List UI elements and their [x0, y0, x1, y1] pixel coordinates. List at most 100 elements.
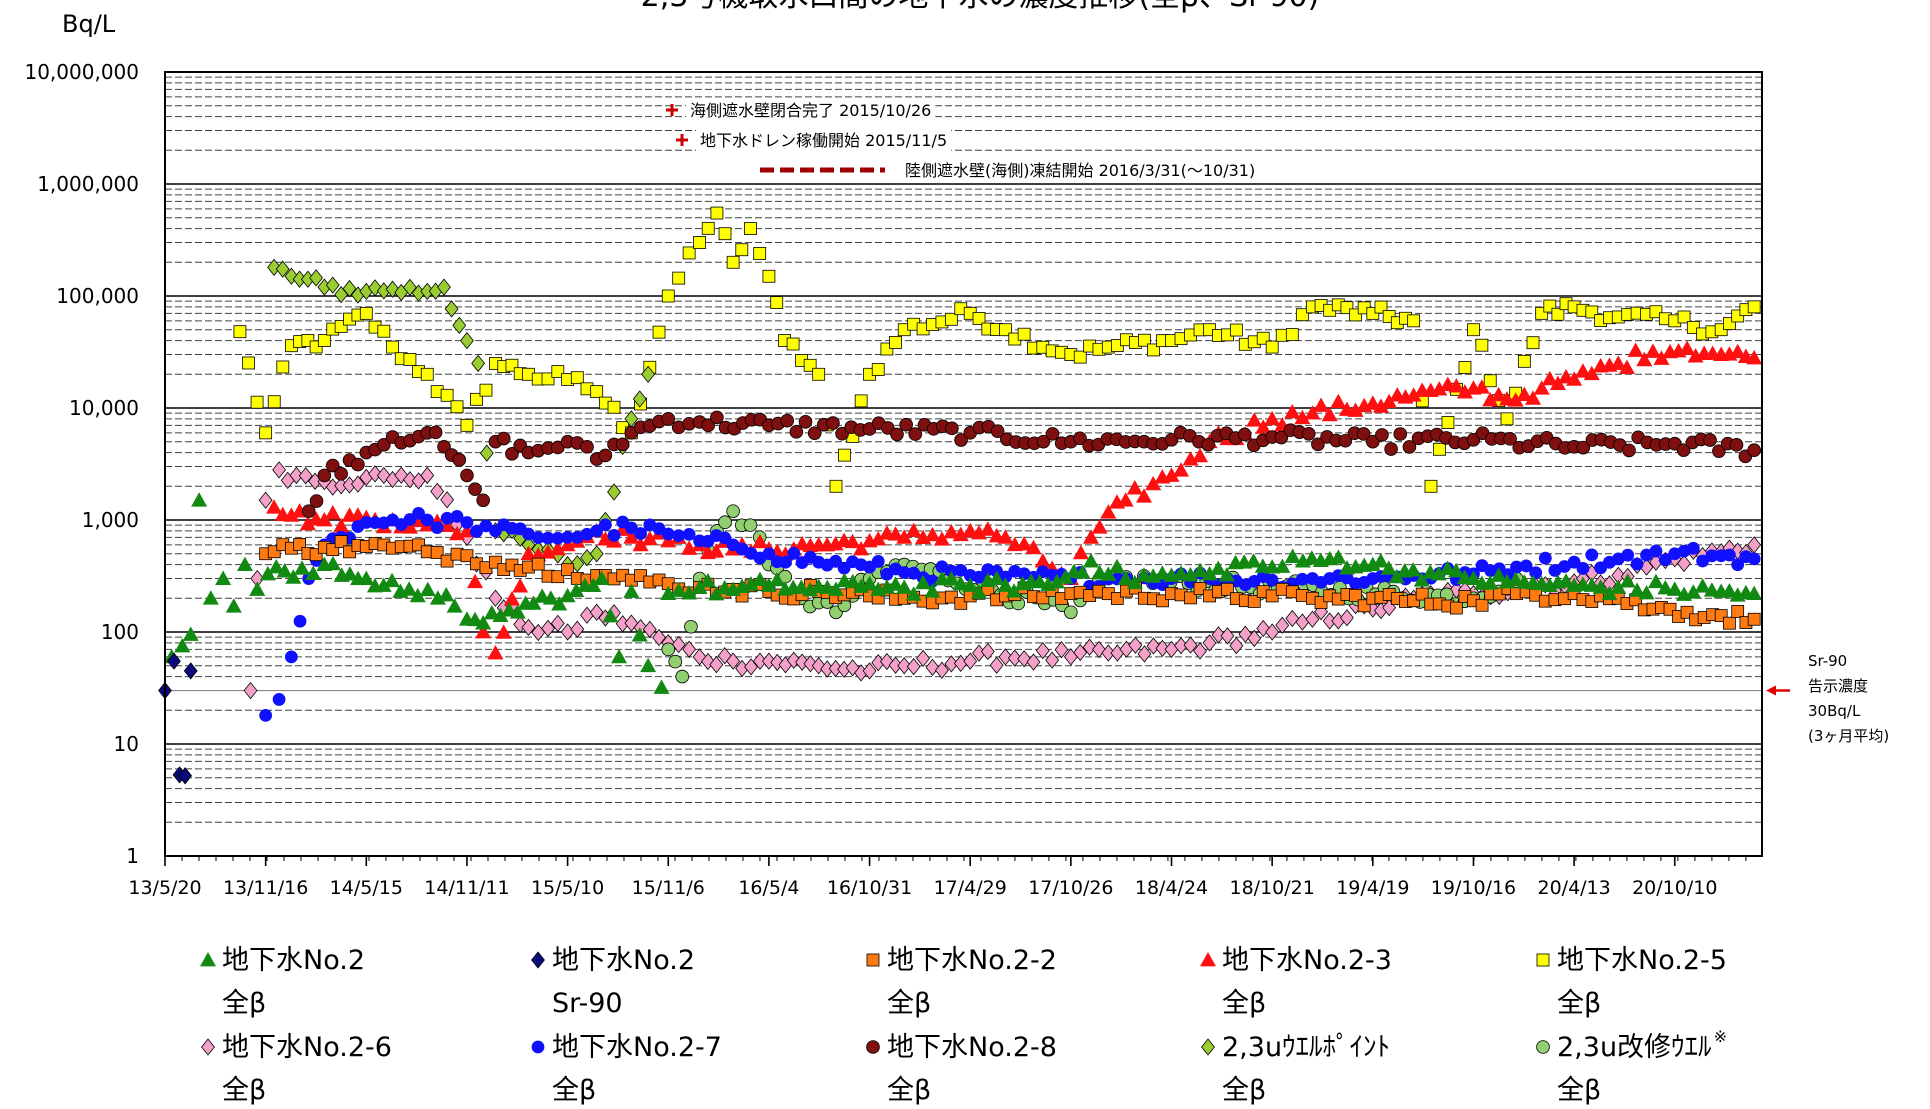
data-point [1201, 565, 1218, 581]
data-point [1448, 562, 1465, 578]
data-point [1192, 447, 1209, 463]
data-point [990, 424, 1005, 438]
data-point [1064, 605, 1078, 620]
data-point [743, 576, 760, 591]
data-point [1380, 560, 1397, 575]
data-point [1415, 587, 1429, 601]
data-point [359, 306, 373, 320]
data-point [828, 659, 843, 678]
data-point [1507, 571, 1524, 587]
data-point [324, 505, 341, 520]
data-point [521, 618, 536, 637]
data-point [954, 596, 968, 610]
data-point [979, 521, 996, 536]
data-point [1576, 562, 1590, 575]
data-point [301, 504, 316, 518]
data-point [1721, 582, 1738, 598]
data-point [1627, 342, 1644, 357]
data-point [602, 607, 619, 623]
data-point [1155, 639, 1170, 657]
data-point [708, 543, 725, 558]
data-point [972, 312, 986, 325]
legend-series-name: 地下水No.2-2 [887, 945, 1057, 976]
data-point [897, 657, 912, 675]
data-point [1567, 555, 1581, 569]
data-point [401, 581, 418, 596]
data-point [580, 440, 594, 454]
data-point [580, 606, 594, 624]
data-point [735, 243, 749, 257]
data-point [1117, 492, 1134, 507]
data-point [1284, 548, 1301, 563]
data-point [551, 531, 565, 545]
data-point [795, 653, 809, 671]
data-point [1647, 573, 1664, 589]
data-point [1173, 565, 1190, 580]
legend-marker [200, 952, 216, 967]
data-point [1583, 365, 1600, 381]
legend: 地下水No.2 全β 地下水No.2 Sr-90 地下水No.2-2 全β 地下水No.2-… [200, 945, 1727, 1106]
data-point [1313, 397, 1330, 412]
data-point [250, 395, 264, 409]
x-tick-label: 19/4/19 [1336, 877, 1409, 899]
data-point [1330, 393, 1347, 409]
annotation-box [901, 158, 1260, 182]
data-point [1630, 557, 1644, 571]
data-point [317, 468, 332, 483]
data-point [1610, 579, 1627, 594]
data-point [299, 515, 316, 531]
data-point [1533, 380, 1550, 395]
data-point [440, 388, 454, 402]
data-point [710, 206, 724, 220]
data-point [1482, 391, 1499, 407]
data-point [682, 640, 697, 658]
data-point [1210, 560, 1227, 575]
data-point [779, 555, 792, 569]
data-point [943, 524, 960, 539]
data-point [1413, 572, 1430, 587]
data-point [1082, 553, 1099, 568]
legend-series-name: 地下水No.2-7 [552, 1032, 722, 1063]
data-point [1146, 637, 1161, 655]
data-point [1100, 566, 1117, 581]
data-point [202, 590, 219, 605]
data-point [684, 619, 698, 634]
data-point [812, 367, 826, 381]
data-point [483, 605, 500, 620]
data-point [249, 581, 266, 596]
data-point [1384, 442, 1398, 456]
data-point [475, 624, 492, 639]
data-point [225, 598, 242, 613]
data-point [952, 575, 969, 591]
data-point [598, 448, 613, 463]
data-point [1193, 582, 1207, 595]
data-point [787, 546, 801, 560]
data-point [1503, 432, 1517, 446]
data-point [1218, 566, 1235, 582]
data-point [1482, 575, 1499, 590]
data-point [1381, 393, 1398, 409]
data-point [403, 471, 417, 489]
data-point [541, 531, 555, 545]
data-point [496, 431, 511, 446]
data-point [325, 555, 342, 571]
data-point [1574, 363, 1591, 378]
annotation-box [686, 98, 936, 122]
data-point [242, 356, 255, 370]
data-point [1305, 610, 1320, 628]
data-point [1301, 426, 1316, 441]
data-point [1145, 475, 1162, 491]
data-point [1712, 444, 1726, 458]
data-point [1649, 305, 1663, 319]
data-point [440, 511, 454, 525]
data-point [437, 278, 451, 296]
data-point [1256, 619, 1271, 638]
data-point [1245, 553, 1262, 568]
data-point [853, 540, 870, 556]
legend-series-sub: 全β [222, 988, 266, 1019]
data-point [174, 637, 191, 653]
data-point [1694, 578, 1711, 593]
data-point [243, 681, 258, 700]
data-point [1229, 323, 1243, 337]
data-point [924, 526, 941, 542]
